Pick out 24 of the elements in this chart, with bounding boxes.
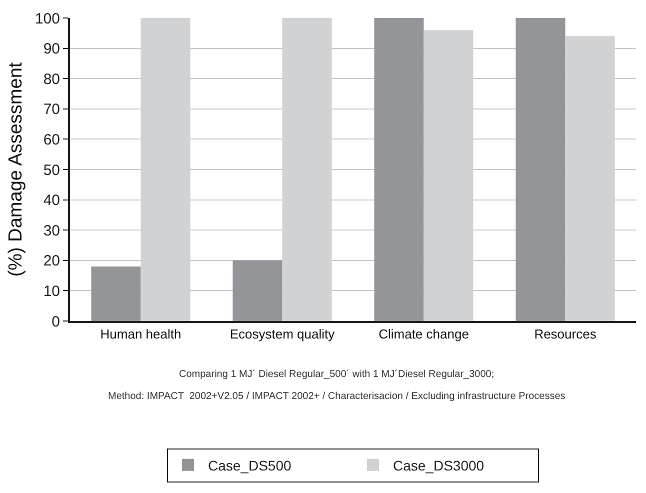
- y-tick-label: 60: [43, 131, 60, 148]
- bar: [232, 260, 282, 321]
- y-tick-label: 30: [43, 222, 60, 240]
- legend-label: Case_DS500: [208, 457, 292, 474]
- bar: [516, 18, 566, 321]
- x-tick-label: Human health: [100, 326, 182, 342]
- x-tick-label: Resources: [534, 326, 597, 342]
- y-tick-label: 40: [43, 192, 60, 210]
- y-tick-label: 90: [43, 40, 60, 58]
- x-tick-label: Climate change: [378, 326, 469, 342]
- y-tick-label: 50: [43, 162, 60, 179]
- legend-label: Case_DS3000: [393, 457, 484, 474]
- bar: [374, 18, 424, 321]
- y-tick-label: 20: [43, 252, 60, 270]
- text: Method: IMPACT 2002+V2.05 / IMPACT 2002+ / Characterisacion / Excluding infrastructure Processes: [108, 391, 566, 402]
- y-tick-label: 0: [52, 313, 60, 330]
- x-tick-label: Ecosystem quality: [230, 326, 336, 342]
- y-tick-label: 100: [34, 10, 60, 28]
- text: Comparing 1 MJ´ Diesel Regular_500´ with 1 MJ´Diesel Regular_3000;: [179, 369, 494, 380]
- y-tick-label: 10: [43, 282, 60, 300]
- y-axis-title: (%) Damage Assessment: [5, 62, 26, 277]
- y-tick-label: 70: [43, 101, 60, 118]
- bar: [91, 266, 141, 321]
- y-tick-label: 80: [43, 70, 60, 88]
